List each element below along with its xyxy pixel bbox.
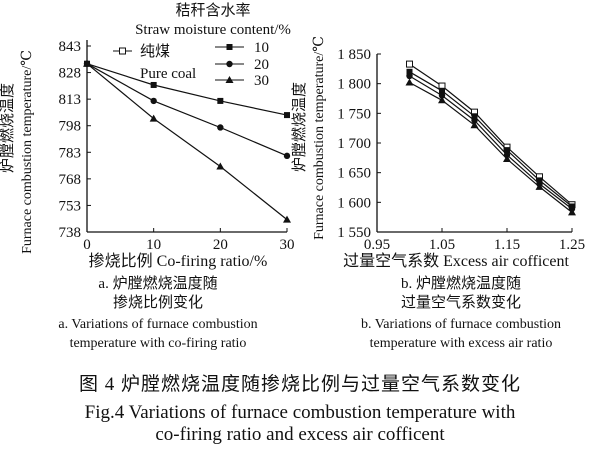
chart-a-ylabel-en: Furnace combustion temperature/℃ xyxy=(20,50,35,254)
chart-b-point xyxy=(568,208,576,216)
chart-b-y-tick-label: 1 750 xyxy=(337,106,371,122)
legend-30-marker xyxy=(225,76,234,83)
chart-a-point xyxy=(284,112,290,119)
chart-b-x-tick-label: 1.15 xyxy=(494,237,520,253)
legend-pure-marker xyxy=(119,47,126,55)
legend-30-label: 30 xyxy=(254,73,269,89)
panel-a-label-en-2: temperature with co-firing ratio xyxy=(70,336,247,351)
chart-b-x-tick-label: 0.95 xyxy=(364,237,390,253)
chart-b-point xyxy=(470,121,479,129)
chart-b-xlabel: 过量空气系数 Excess air cofficent xyxy=(343,252,569,270)
chart-b-point xyxy=(535,182,544,190)
figure-caption-en: Fig.4 Variations of furnace combustion t… xyxy=(0,402,600,446)
chart-b-y-tick-label: 1 600 xyxy=(337,195,371,211)
chart-b-point xyxy=(471,113,478,120)
chart-b: 1 850 1 800 1 750 1 700 1 650 1 600 1 550 0.95… xyxy=(290,36,585,351)
chart-a-x-tick-label: 10 xyxy=(146,237,161,253)
chart-b-series-line-1 xyxy=(409,71,573,207)
chart-b-series-line-2 xyxy=(409,75,573,210)
chart-a-y-tick-label: 783 xyxy=(59,145,82,161)
legend-title-cn: 秸秆含水率 xyxy=(175,2,250,19)
chart-b-x-tick-label: 1.25 xyxy=(559,237,585,253)
chart-b-y-tick-label: 1 650 xyxy=(337,166,371,182)
legend-title-en: Straw moisture content/% xyxy=(135,22,291,38)
chart-b-point xyxy=(439,87,445,94)
chart-a-point xyxy=(150,97,157,105)
chart-a-point xyxy=(216,162,225,170)
chart-a-series xyxy=(83,59,291,223)
chart-a-series-line-2 xyxy=(86,63,288,221)
figure-caption-cn: 图 4 炉膛燃烧温度随掺烧比例与过量空气系数变化 xyxy=(78,374,521,395)
chart-b-series-line-3 xyxy=(409,81,573,213)
chart-a-x-ticks: 0 10 20 30 xyxy=(83,228,295,253)
chart-b-point xyxy=(503,155,511,163)
panel-a-label-cn-2: 掺烧比例变化 xyxy=(113,294,203,311)
chart-a-point xyxy=(283,152,291,160)
chart-b-point xyxy=(406,72,413,80)
chart-a-y-tick-label: 798 xyxy=(59,119,82,135)
legend-10-marker xyxy=(226,44,233,50)
chart-b-point xyxy=(406,60,413,68)
chart-a-xlabel: 掺烧比例 Co-firing ratio/% xyxy=(89,252,268,270)
chart-b-ylabel-en: Furnace combustion temperature/℃ xyxy=(312,36,327,240)
chart-a-point xyxy=(217,124,224,131)
chart-b-point xyxy=(536,177,543,184)
chart-b-x-tick-label: 1.05 xyxy=(429,237,455,253)
chart-b-y-tick-label: 1 700 xyxy=(337,136,371,152)
chart-b-ylabel-cn: 炉膛燃烧温度 xyxy=(290,82,308,172)
chart-b-y-ticks: 1 850 1 800 1 750 1 700 1 650 1 600 1 550 xyxy=(337,47,381,241)
chart-b-point xyxy=(438,92,446,99)
chart-b-series xyxy=(405,60,576,216)
panel-a-label-cn-1: a. 炉膛燃烧温度随 xyxy=(98,274,217,292)
chart-a-y-tick-label: 753 xyxy=(59,198,82,214)
chart-a-y-tick-label: 843 xyxy=(59,39,82,55)
chart-b-y-tick-label: 1 550 xyxy=(337,225,371,241)
legend-pure-cn: 纯煤 xyxy=(140,43,170,60)
legend-20-marker xyxy=(226,60,233,68)
chart-b-point xyxy=(504,147,510,154)
chart-b-series-line-0 xyxy=(409,63,573,206)
legend-10-label: 10 xyxy=(254,40,269,56)
chart-a-x-tick-label: 30 xyxy=(280,237,295,253)
panel-b-label-en-2: temperature with excess air ratio xyxy=(370,336,553,351)
chart-a-y-tick-label: 738 xyxy=(59,225,82,241)
figure-caption-en-line2: co-firing ratio and excess air cofficent xyxy=(155,423,445,445)
chart-a-point xyxy=(83,59,91,67)
chart-a-point xyxy=(283,215,291,223)
chart-a-series-line-0 xyxy=(86,63,288,116)
legend-pure-en: Pure coal xyxy=(140,66,196,82)
figure-caption-en-line1: Fig.4 Variations of furnace combustion t… xyxy=(84,402,516,423)
chart-a-legend: 秸秆含水率 Straw moisture content/% 纯煤 Pure c… xyxy=(113,2,291,89)
chart-a-point xyxy=(149,114,158,122)
chart-a-y-tick-label: 768 xyxy=(59,172,82,188)
chart-b-point xyxy=(503,151,511,159)
chart-b-point xyxy=(438,96,446,104)
chart-b-point xyxy=(405,78,414,86)
panel-b-label-cn-1: b. 炉膛燃烧温度随 xyxy=(401,274,521,292)
chart-a-point xyxy=(150,81,157,88)
panel-b-label-en-1: b. Variations of furnace combustion xyxy=(361,317,561,332)
legend-20-label: 20 xyxy=(254,57,269,73)
chart-b-y-tick-label: 1 850 xyxy=(337,47,371,63)
panel-a-label-en-1: a. Variations of furnace combustion xyxy=(58,317,257,332)
chart-a-ylabel-cn: 炉膛燃烧温度 xyxy=(0,83,16,173)
panel-b-label-cn-2: 过量空气系数变化 xyxy=(401,294,521,311)
chart-a-series-line-1 xyxy=(86,63,288,157)
chart-b-point xyxy=(471,117,478,124)
chart-b-point xyxy=(406,68,413,75)
chart-a-y-tick-label: 813 xyxy=(59,92,82,108)
chart-b-y-tick-label: 1 800 xyxy=(337,77,371,93)
chart-a-y-ticks: 843 828 813 798 783 768 753 738 xyxy=(59,39,91,241)
chart-a-y-tick-label: 828 xyxy=(59,66,82,82)
chart-a-x-tick-label: 20 xyxy=(213,237,228,253)
chart-b-x-ticks: 0.95 1.05 1.15 1.25 xyxy=(364,228,585,253)
chart-a-x-tick-label: 0 xyxy=(83,237,91,253)
chart-a-point xyxy=(217,97,224,104)
